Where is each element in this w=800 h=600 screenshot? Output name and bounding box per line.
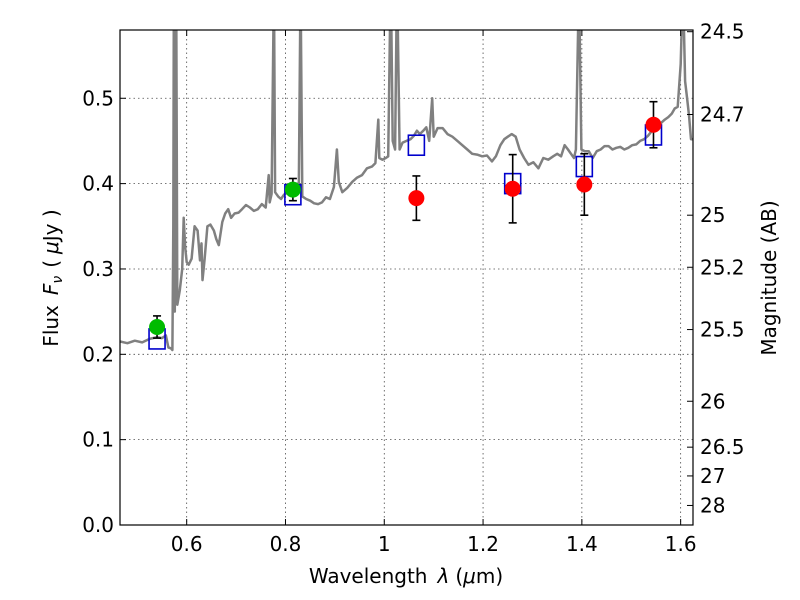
y2-tick-label: 28 bbox=[700, 493, 725, 517]
optical-data-point bbox=[284, 181, 301, 198]
grid-lines bbox=[120, 30, 693, 526]
nir-data-point bbox=[576, 176, 593, 193]
axis-ticks: 0.6 0.8 1 1.2 1.4 1.6 0.0 0.1 0.2 0.3 0.4 0.5 24.5 24… bbox=[82, 20, 744, 556]
y2-tick-label: 24.7 bbox=[700, 102, 745, 126]
y-tick-label: 0.1 bbox=[82, 428, 114, 452]
model-spectrum-line bbox=[120, 30, 693, 352]
x-tick-label: 1.6 bbox=[665, 532, 697, 556]
spectrum-layer bbox=[120, 30, 693, 352]
y-tick-label: 0.4 bbox=[82, 172, 114, 196]
y2-tick-label: 25.5 bbox=[700, 318, 745, 342]
y2-tick-label: 27 bbox=[700, 464, 725, 488]
y2-tick-label: 26.5 bbox=[700, 435, 745, 459]
y2-axis-label: Magnitude (AB) bbox=[757, 200, 781, 355]
y-tick-label: 0.0 bbox=[82, 513, 114, 537]
y-tick-label: 0.3 bbox=[82, 257, 114, 281]
x-tick-label: 0.6 bbox=[171, 532, 203, 556]
nir-data-point bbox=[504, 180, 521, 197]
optical-data-point bbox=[149, 319, 166, 335]
x-axis-label: Wavelength λ (μm) bbox=[309, 564, 503, 588]
y2-tick-label: 25.2 bbox=[700, 255, 745, 279]
y-axis-label: FluxFν(μJy ) bbox=[39, 209, 66, 346]
y2-tick-label: 25 bbox=[700, 203, 725, 227]
x-tick-label: 0.8 bbox=[270, 532, 302, 556]
y2-tick-label: 26 bbox=[700, 389, 725, 413]
x-tick-label: 1.4 bbox=[566, 532, 598, 556]
y2-tick-label: 24.5 bbox=[700, 20, 745, 44]
markers-layer bbox=[148, 100, 663, 350]
nir-data-point bbox=[408, 190, 425, 207]
y-tick-label: 0.5 bbox=[82, 86, 114, 110]
x-tick-label: 1.2 bbox=[467, 532, 499, 556]
model-flux-square bbox=[407, 134, 426, 157]
x-tick-label: 1 bbox=[378, 532, 391, 556]
nir-data-point bbox=[645, 116, 662, 133]
y-tick-label: 0.2 bbox=[82, 342, 114, 366]
plot-frame bbox=[119, 29, 694, 526]
